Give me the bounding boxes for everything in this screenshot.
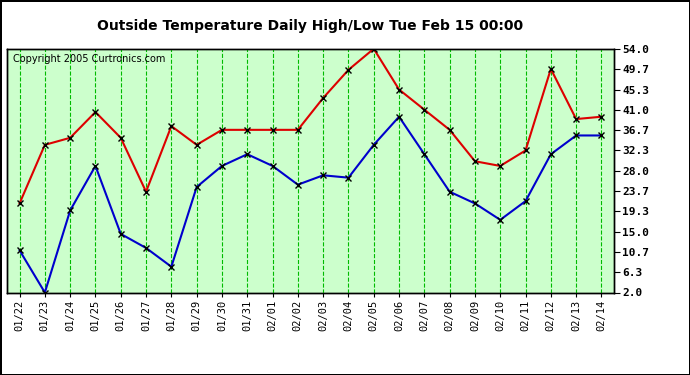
Text: Copyright 2005 Curtronics.com: Copyright 2005 Curtronics.com — [13, 54, 166, 64]
Text: Outside Temperature Daily High/Low Tue Feb 15 00:00: Outside Temperature Daily High/Low Tue F… — [97, 19, 524, 33]
